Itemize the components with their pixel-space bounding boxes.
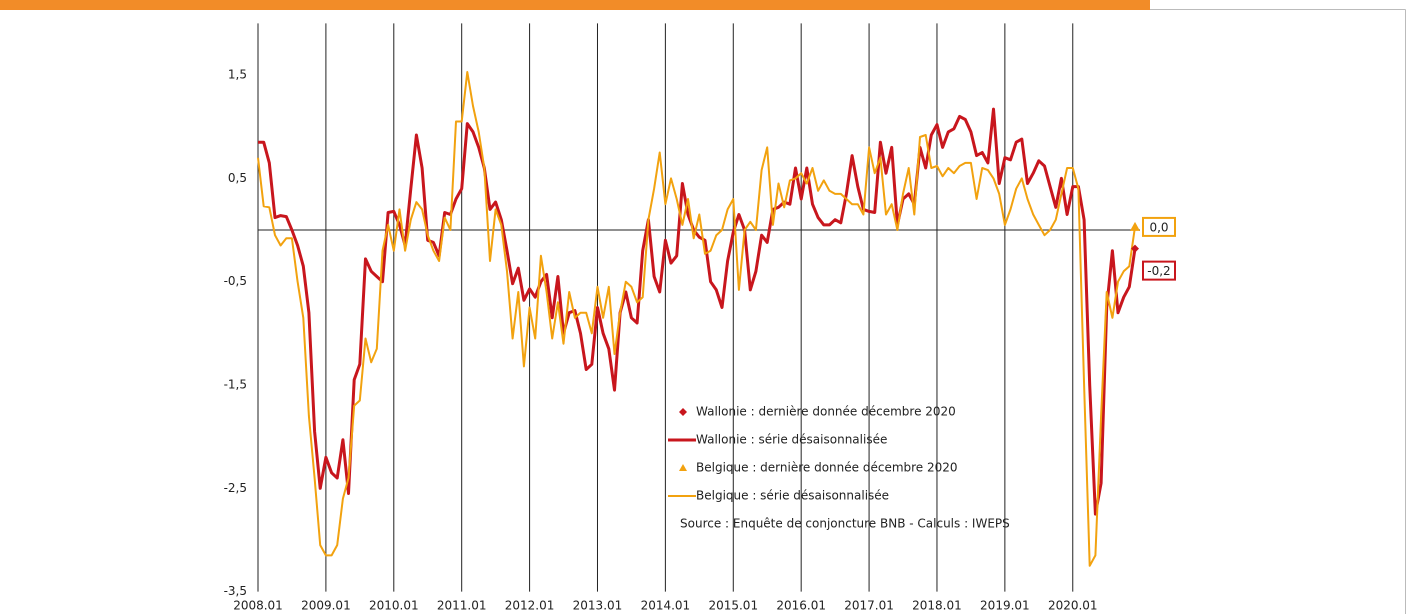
top-banner	[0, 0, 1150, 10]
y-tick-label: -0,5	[224, 274, 247, 288]
legend-marker	[679, 408, 687, 416]
legend-label: Belgique : série désaisonnalisée	[696, 489, 889, 503]
x-tick-label: 2016.01	[776, 599, 826, 613]
x-tick-label: 2018.01	[912, 599, 962, 613]
x-tick-label: 2019.01	[980, 599, 1030, 613]
x-tick-label: 2017.01	[844, 599, 894, 613]
value-label-box	[1142, 216, 1176, 237]
y-tick-label: -2,5	[224, 481, 247, 495]
last-point-marker	[1131, 244, 1139, 253]
x-tick-label: 2008.01	[233, 599, 283, 613]
value-label: 0,0	[1149, 220, 1168, 234]
legend-marker	[679, 464, 687, 471]
series-line	[257, 71, 1136, 567]
x-tick-label: 2009.01	[301, 599, 351, 613]
x-tick-label: 2011.01	[437, 599, 487, 613]
last-point-marker	[1130, 221, 1140, 231]
value-label: -0,2	[1147, 264, 1170, 278]
source-note: Source : Enquête de conjoncture BNB - Ca…	[680, 517, 1010, 531]
legend-label: Wallonie : dernière donnée décembre 2020	[696, 405, 956, 419]
x-tick-label: 2014.01	[641, 599, 691, 613]
y-tick-label: -1,5	[224, 377, 247, 391]
series-line	[258, 107, 1137, 516]
y-tick-label: 0,5	[228, 171, 247, 185]
y-tick-label: -3,5	[224, 584, 247, 598]
legend-label: Wallonie : série désaisonnalisée	[696, 433, 887, 447]
x-tick-label: 2012.01	[505, 599, 555, 613]
y-tick-label: 1,5	[228, 68, 247, 82]
legend-label: Belgique : dernière donnée décembre 2020	[696, 461, 958, 475]
x-tick-label: 2010.01	[369, 599, 419, 613]
value-label-box	[1142, 260, 1176, 281]
x-tick-label: 2013.01	[573, 599, 623, 613]
x-tick-label: 2020.01	[1048, 599, 1098, 613]
x-tick-label: 2015.01	[708, 599, 758, 613]
